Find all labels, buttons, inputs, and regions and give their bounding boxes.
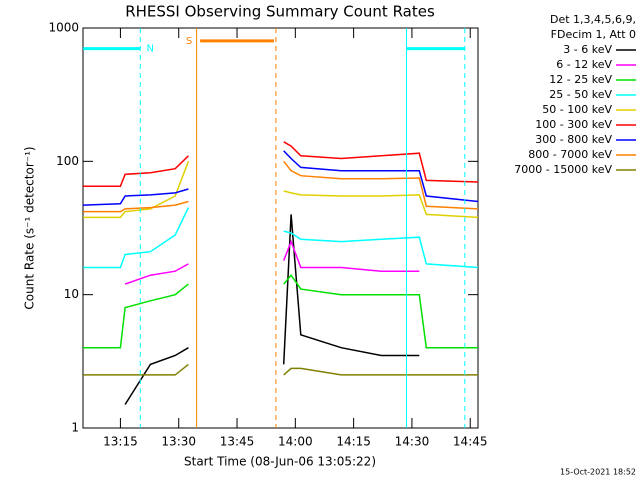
legend-label: 50 - 100 keV xyxy=(542,103,612,116)
series-line xyxy=(283,160,479,210)
y-tick-label: 100 xyxy=(56,154,79,168)
timestamp: 15-Oct-2021 18:52 xyxy=(560,468,636,477)
legend-label: 7000 - 15000 keV xyxy=(514,163,612,176)
x-tick-label: 13:45 xyxy=(220,435,255,449)
x-tick-label: 13:30 xyxy=(161,435,196,449)
series-line xyxy=(124,263,189,285)
series-line xyxy=(283,141,479,183)
series-line xyxy=(83,200,189,213)
y-tick-label: 1000 xyxy=(48,21,79,35)
legend-label: 6 - 12 keV xyxy=(556,58,612,71)
legend-header: Det 1,3,4,5,6,9, xyxy=(550,13,636,26)
series-line xyxy=(83,283,189,349)
legend-header: FDecim 1, Att 0 xyxy=(551,28,636,41)
chart-title: RHESSI Observing Summary Count Rates xyxy=(125,3,435,21)
series-line xyxy=(83,155,189,188)
x-tick-label: 14:30 xyxy=(395,435,430,449)
x-tick-label: 14:00 xyxy=(278,435,313,449)
x-tick-label: 14:15 xyxy=(336,435,371,449)
attenuator-label: N xyxy=(147,44,154,55)
series-line xyxy=(124,347,189,405)
plot-frame xyxy=(82,27,479,429)
series-line xyxy=(283,150,479,203)
series-line xyxy=(83,188,189,206)
legend-label: 25 - 50 keV xyxy=(549,88,612,101)
series-line xyxy=(83,207,190,269)
y-tick-label: 10 xyxy=(64,287,79,301)
series-line xyxy=(283,239,420,272)
legend-label: 12 - 25 keV xyxy=(549,73,612,86)
legend-label: 3 - 6 keV xyxy=(563,43,612,56)
attenuator-label: S xyxy=(186,36,192,47)
series-line xyxy=(283,230,479,269)
y-tick-label: 1 xyxy=(71,421,79,435)
series-line xyxy=(283,190,479,219)
series-line xyxy=(282,214,420,365)
legend-label: 800 - 7000 keV xyxy=(528,148,612,161)
legend-label: 100 - 300 keV xyxy=(535,118,612,131)
series-line xyxy=(283,367,478,376)
x-axis-label: Start Time (08-Jun-06 13:05:22) xyxy=(184,455,376,469)
x-tick-label: 13:15 xyxy=(103,435,138,449)
x-tick-label: 14:45 xyxy=(453,435,488,449)
series-line xyxy=(83,161,190,219)
legend-label: 300 - 800 keV xyxy=(535,133,612,146)
y-axis-label: Count Rate (s⁻¹ detector⁻¹) xyxy=(23,146,37,309)
series-line xyxy=(283,273,478,349)
series-line xyxy=(83,363,189,376)
